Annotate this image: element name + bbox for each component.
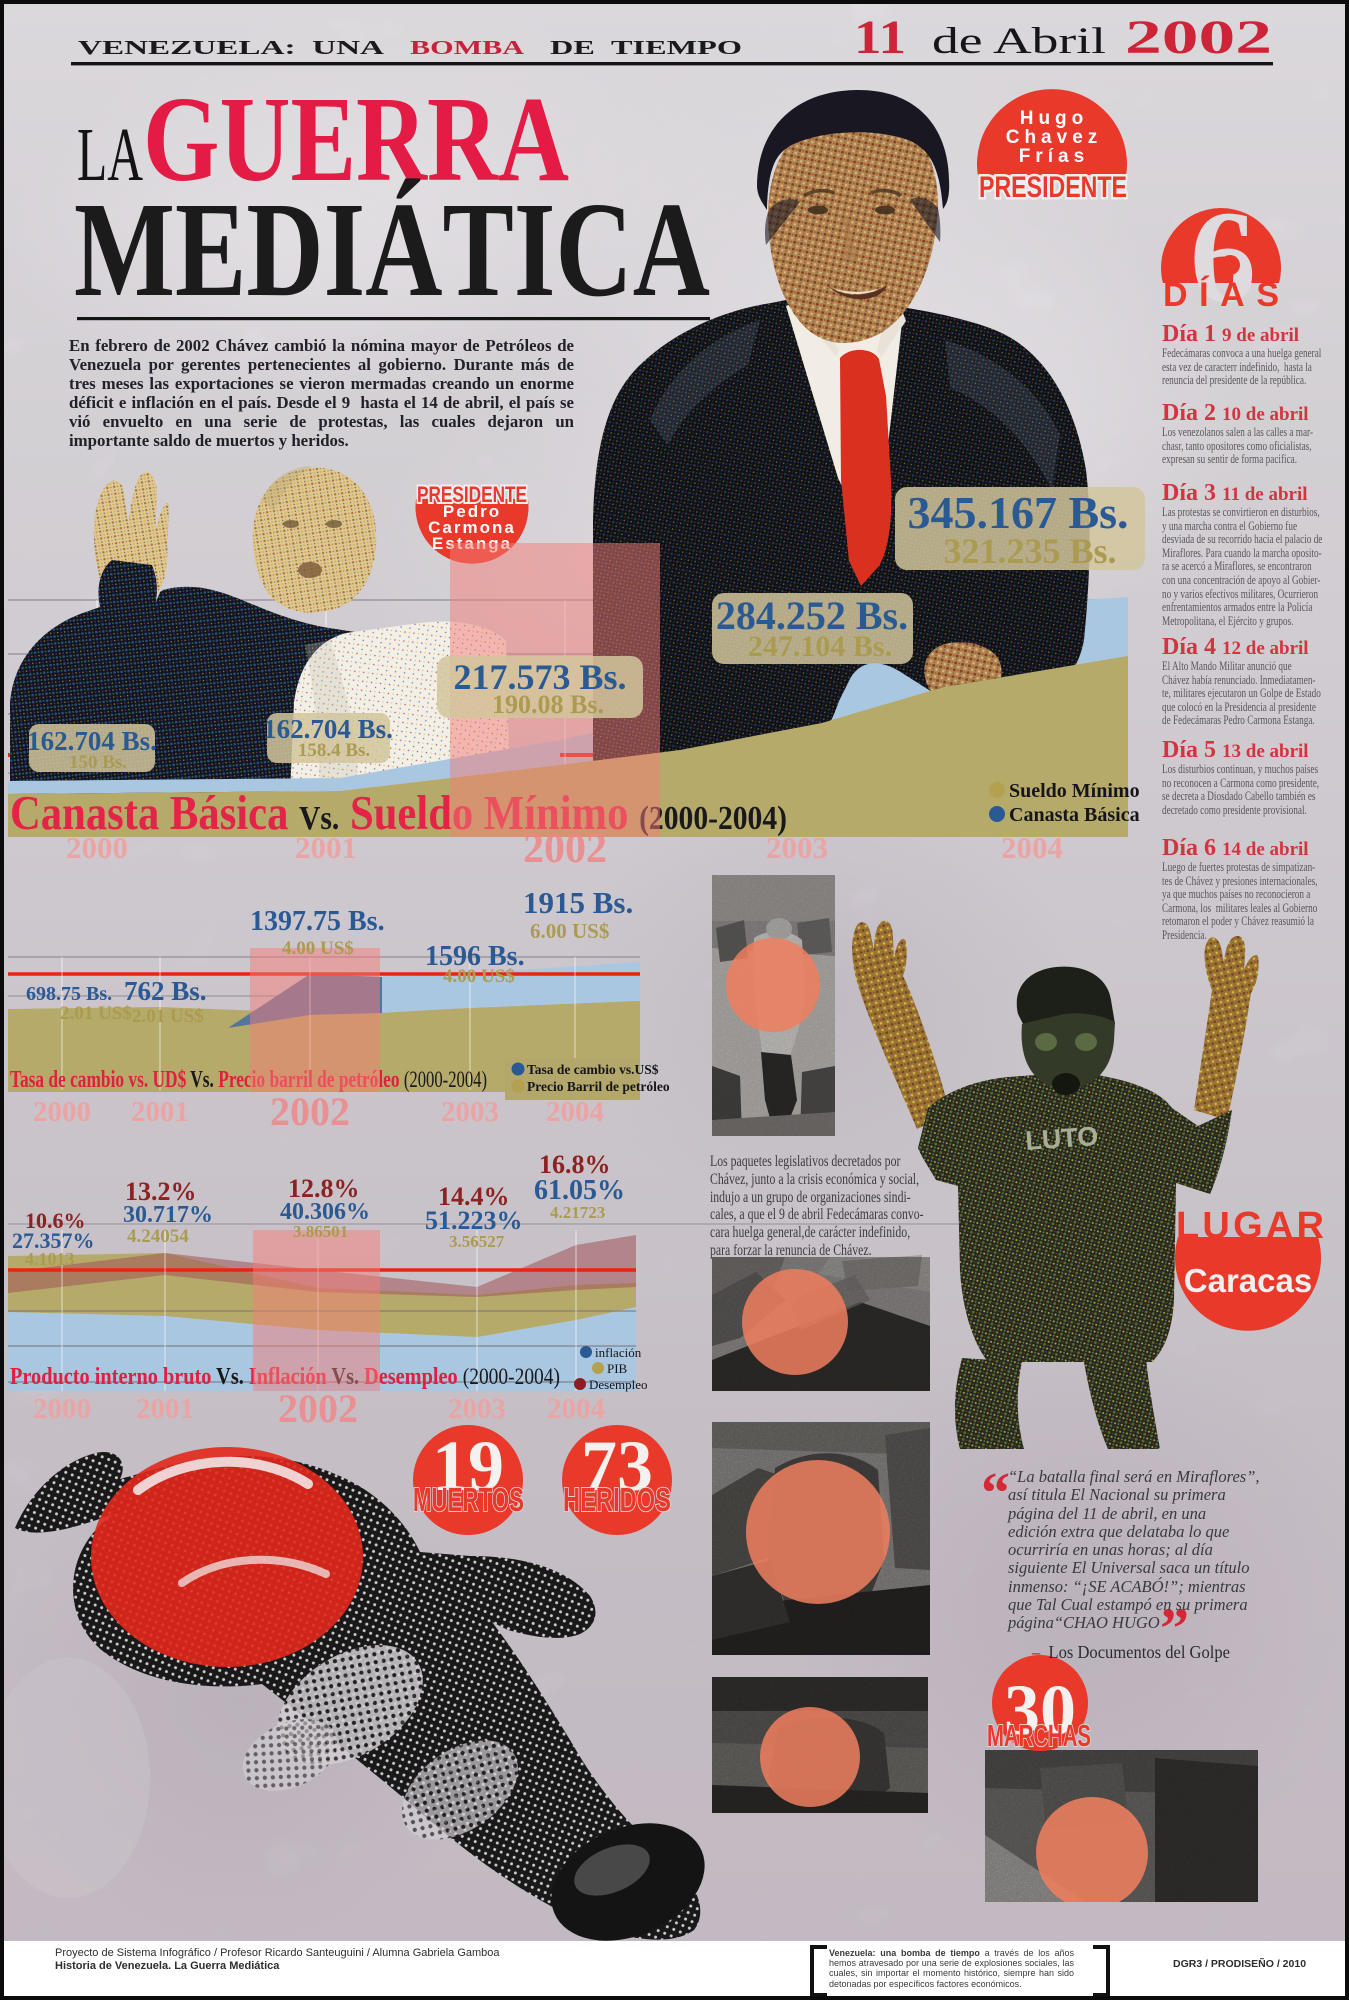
svg-text:LA: LA (77, 113, 143, 197)
svg-text:LUTO: LUTO (1024, 1121, 1099, 1156)
svg-text:Día 5 13 de abril: Día 5 13 de abril (1162, 737, 1309, 763)
svg-text:VENEZUELA: UNA: VENEZUELA: UNA (78, 37, 385, 59)
svg-text:Carmona: Carmona (428, 518, 516, 537)
svg-text:Canasta Básica: Canasta Básica (1009, 804, 1140, 826)
svg-text:2002: 2002 (1125, 11, 1272, 64)
svg-text:Día 2 10 de abril: Día 2 10 de abril (1162, 400, 1309, 426)
svg-text:Pedro: Pedro (443, 502, 501, 521)
svg-text:2003: 2003 (441, 1096, 499, 1128)
svg-text:2003: 2003 (766, 830, 828, 865)
svg-text:30: 30 (1004, 1670, 1076, 1750)
svg-text:PRESIDENTE: PRESIDENTE (979, 171, 1127, 204)
svg-text:Chavez: Chavez (1006, 127, 1103, 148)
svg-text:2004: 2004 (1001, 830, 1063, 865)
svg-text:19: 19 (432, 1426, 504, 1506)
svg-text:2002: 2002 (270, 1089, 350, 1134)
svg-text:Día 1 9 de abril: Día 1 9 de abril (1162, 321, 1299, 347)
svg-text:Precio Barril de petróleo: Precio Barril de petróleo (527, 1079, 670, 1094)
svg-text:MUERTOS: MUERTOS (413, 1481, 524, 1518)
svg-text:Hugo: Hugo (1020, 108, 1089, 129)
svg-text:HERIDOS: HERIDOS (563, 1481, 671, 1518)
svg-text:11: 11 (854, 11, 906, 64)
svg-text:Tasa de cambio vs. UD$ Vs. Pre: Tasa de cambio vs. UD$ Vs. Precio barril… (10, 1067, 487, 1093)
svg-text:BOMBA: BOMBA (410, 37, 525, 59)
svg-text:PRESIDENTE: PRESIDENTE (417, 482, 527, 507)
svg-text:2001: 2001 (136, 1393, 194, 1425)
svg-text:MARCHAS: MARCHAS (987, 1718, 1091, 1753)
svg-text:73: 73 (581, 1426, 653, 1506)
svg-text:Día 4 12 de abril: Día 4 12 de abril (1162, 634, 1309, 660)
svg-text:2003: 2003 (448, 1393, 506, 1425)
svg-text:2000: 2000 (33, 1096, 91, 1128)
svg-text:DE TIEMPO: DE TIEMPO (550, 37, 742, 59)
svg-text:2004: 2004 (546, 1096, 604, 1128)
svg-text:– Los Documentos del Golpe: – Los Documentos del Golpe (1031, 1642, 1230, 1662)
svg-text:Desempleo: Desempleo (589, 1377, 647, 1392)
svg-text:6: 6 (1190, 183, 1256, 330)
svg-text:de Abril: de Abril (932, 21, 1106, 62)
svg-text:2001: 2001 (131, 1096, 189, 1128)
svg-text:2000: 2000 (33, 1393, 91, 1425)
svg-text:PIB: PIB (607, 1361, 628, 1376)
svg-text:Sueldo Mínimo: Sueldo Mínimo (1009, 780, 1140, 802)
svg-text:2001: 2001 (295, 830, 357, 865)
svg-text:MEDIÁTICA: MEDIÁTICA (74, 175, 710, 325)
svg-text:Tasa de cambio vs.US$: Tasa de cambio vs.US$ (527, 1062, 659, 1077)
svg-text:DÍAS: DÍAS (1163, 276, 1279, 314)
svg-text:LUGAR: LUGAR (1176, 1205, 1324, 1247)
svg-text:2004: 2004 (547, 1393, 605, 1425)
svg-text:“: “ (981, 1460, 1010, 1525)
svg-text:inflación: inflación (595, 1345, 642, 1360)
svg-text:Día 6 14 de abril: Día 6 14 de abril (1162, 835, 1309, 861)
svg-text:2000: 2000 (66, 830, 128, 865)
svg-text:Frías: Frías (1019, 146, 1089, 167)
svg-text:2002: 2002 (278, 1386, 358, 1431)
svg-text:GUERRA: GUERRA (143, 72, 569, 207)
svg-text:Caracas: Caracas (1184, 1262, 1312, 1299)
svg-text:”: ” (1160, 1596, 1189, 1661)
svg-text:Día 3 11 de abril: Día 3 11 de abril (1162, 480, 1308, 506)
